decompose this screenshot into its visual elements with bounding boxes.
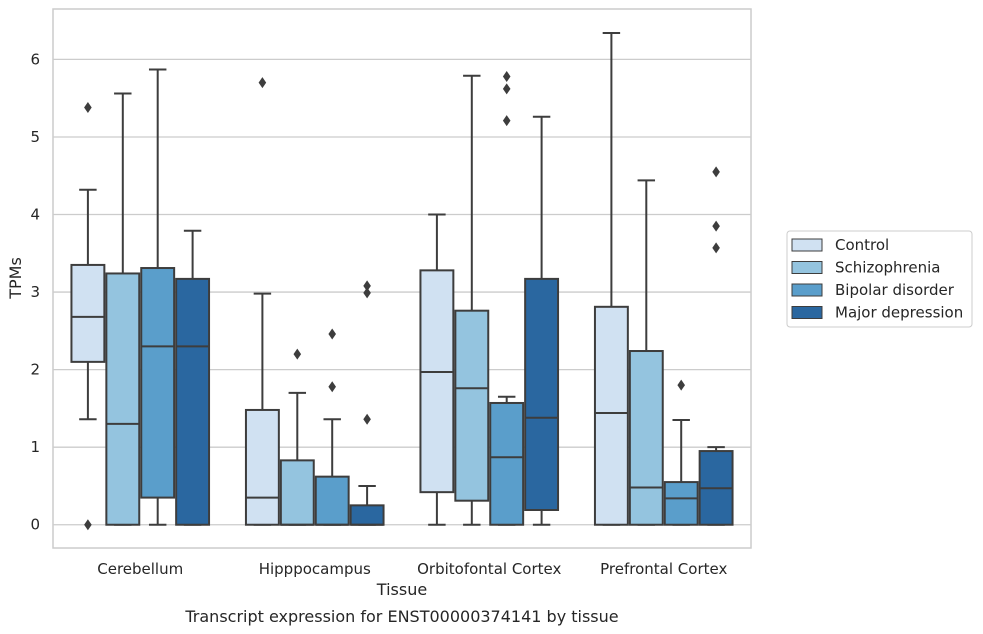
box-iqr <box>593 305 629 526</box>
y-tick-label: 4 <box>30 206 40 224</box>
legend-swatch <box>791 238 823 252</box>
box-0-2 <box>419 213 455 526</box>
box-2-3 <box>663 379 699 526</box>
box-iqr <box>70 263 106 363</box>
box-0-3 <box>593 32 629 526</box>
x-axis-ticks: Cerebellum Hipppocampus Orbitofontal Corte… <box>97 560 727 578</box>
box-iqr <box>454 309 490 502</box>
box-iqr <box>140 267 176 499</box>
box-2-1 <box>314 328 350 526</box>
outlier-point <box>363 280 371 292</box>
box-iqr <box>663 481 699 526</box>
box-3-2 <box>524 115 560 526</box>
box-iqr <box>419 269 455 494</box>
x-tick-label: Orbitofontal Cortex <box>417 560 561 578</box>
outlier-point <box>328 381 336 393</box>
box-iqr <box>279 459 315 526</box>
outlier-point <box>712 242 720 254</box>
box-iqr <box>175 277 211 526</box>
outlier-point <box>328 328 336 340</box>
legend: Control Schizophrenia Bipolar disorder Majo… <box>786 230 973 328</box>
box-0-1 <box>244 77 280 526</box>
box-2-2 <box>489 70 525 526</box>
legend-label: Control <box>835 236 889 254</box>
box-iqr <box>524 277 560 511</box>
box-iqr <box>314 475 350 526</box>
x-tick-label: Prefrontal Cortex <box>600 560 727 578</box>
box-1-1 <box>279 348 315 526</box>
outlier-point <box>502 83 511 95</box>
plot-frame <box>52 8 752 549</box>
outlier-point <box>363 287 371 299</box>
box-1-0 <box>105 92 141 526</box>
box-0-0 <box>70 101 106 531</box>
x-tick-label: Cerebellum <box>97 560 183 578</box>
box-iqr <box>105 272 141 526</box>
box-2-0 <box>140 68 176 526</box>
legend-label: Major depression <box>835 304 963 322</box>
y-tick-label: 6 <box>30 50 40 68</box>
box-iqr <box>349 504 385 526</box>
box-3-3 <box>698 166 734 526</box>
outlier-point <box>712 166 720 178</box>
outlier-point <box>502 70 511 82</box>
y-tick-label: 2 <box>30 361 40 379</box>
box-1-3 <box>628 179 664 526</box>
x-axis-label: Tissue <box>376 580 427 599</box>
y-tick-label: 5 <box>30 128 40 146</box>
box-iqr <box>244 408 280 526</box>
legend-label: Bipolar disorder <box>835 281 955 299</box>
y-tick-label: 0 <box>30 516 40 534</box>
legend-swatch <box>791 306 823 319</box>
y-axis-label: TPMs <box>6 257 25 300</box>
box-1-2 <box>454 74 490 526</box>
y-axis-ticks: 0 1 2 3 4 5 6 <box>30 50 40 533</box>
box-iqr <box>489 401 525 526</box>
outlier-point <box>258 77 267 89</box>
outlier-point <box>293 348 302 360</box>
outlier-point <box>502 115 511 127</box>
legend-label: Schizophrenia <box>835 259 940 277</box>
legend-swatch <box>791 283 823 297</box>
box-3-1 <box>349 280 385 526</box>
box-3-0 <box>175 229 211 526</box>
chart-caption: Transcript expression for ENST0000037414… <box>184 607 618 626</box>
outlier-point <box>712 220 720 232</box>
y-tick-label: 1 <box>30 438 40 456</box>
legend-swatch <box>791 261 823 274</box>
outlier-point <box>363 413 371 425</box>
box-iqr <box>628 350 664 526</box>
outlier-point <box>84 101 92 113</box>
outlier-point <box>84 519 92 531</box>
legend-frame <box>786 230 973 328</box>
x-tick-label: Hipppocampus <box>259 560 371 578</box>
y-tick-label: 3 <box>30 283 40 301</box>
box-plot-series <box>70 32 734 531</box>
outlier-point <box>677 379 685 391</box>
